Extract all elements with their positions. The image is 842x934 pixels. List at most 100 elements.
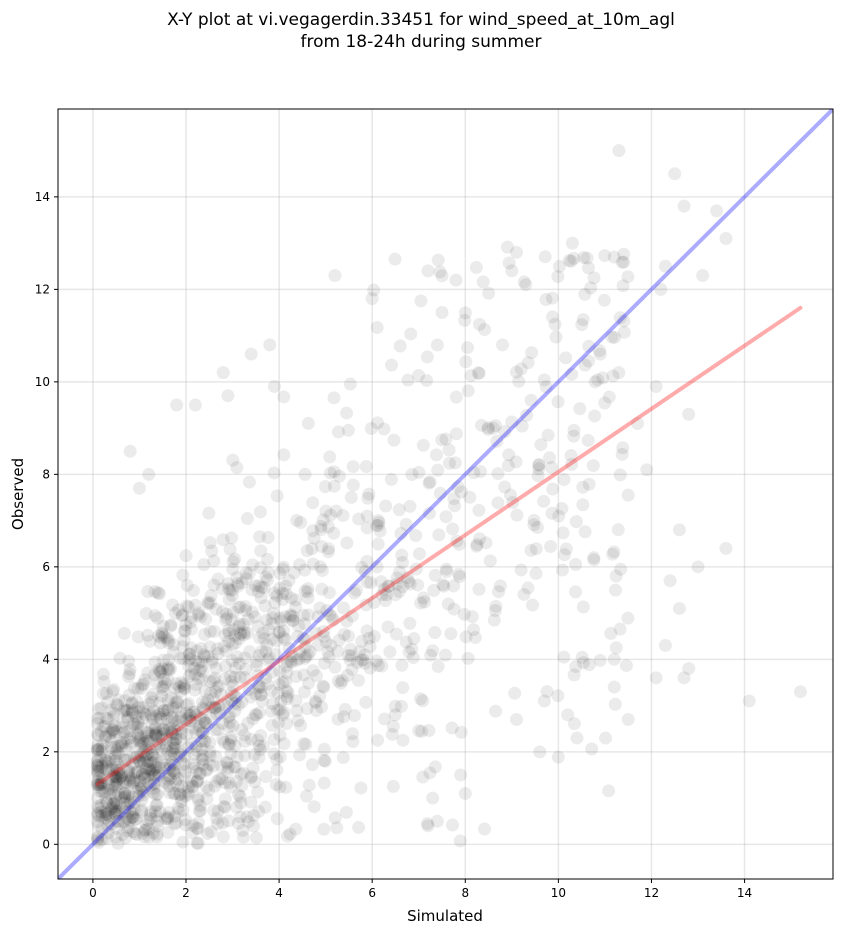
data-point bbox=[244, 771, 258, 785]
data-point bbox=[109, 794, 123, 808]
data-point bbox=[452, 570, 466, 584]
data-point bbox=[209, 749, 223, 763]
data-point bbox=[123, 667, 137, 681]
data-point bbox=[593, 344, 607, 358]
data-point bbox=[492, 585, 506, 599]
data-point bbox=[226, 555, 240, 569]
data-point bbox=[114, 770, 128, 784]
data-point bbox=[167, 741, 181, 755]
data-point bbox=[371, 518, 385, 532]
data-point bbox=[298, 617, 312, 631]
data-point bbox=[373, 524, 387, 538]
data-point bbox=[177, 769, 191, 783]
data-point bbox=[221, 623, 235, 637]
data-point bbox=[178, 624, 192, 638]
data-point bbox=[142, 467, 156, 481]
data-point bbox=[309, 626, 323, 640]
data-point bbox=[467, 623, 481, 637]
data-point bbox=[567, 668, 581, 682]
data-point bbox=[317, 822, 331, 836]
data-point bbox=[185, 779, 199, 793]
data-point bbox=[93, 770, 107, 784]
data-point bbox=[94, 805, 108, 819]
data-point bbox=[245, 583, 259, 597]
data-point bbox=[272, 625, 286, 639]
data-point bbox=[309, 696, 323, 710]
data-point bbox=[157, 672, 171, 686]
data-point bbox=[400, 570, 414, 584]
data-point bbox=[224, 613, 238, 627]
data-point bbox=[442, 443, 456, 457]
data-point bbox=[327, 465, 341, 479]
data-point bbox=[472, 582, 486, 596]
data-point bbox=[112, 815, 126, 829]
data-point bbox=[577, 251, 591, 265]
data-point bbox=[172, 750, 186, 764]
data-point bbox=[420, 350, 434, 364]
data-point bbox=[412, 547, 426, 561]
data-point bbox=[253, 561, 267, 575]
data-point bbox=[379, 499, 393, 513]
data-point bbox=[543, 451, 557, 465]
data-point bbox=[207, 804, 221, 818]
data-point bbox=[110, 766, 124, 780]
data-point bbox=[402, 575, 416, 589]
data-point bbox=[195, 726, 209, 740]
data-point bbox=[230, 577, 244, 591]
data-point bbox=[194, 804, 208, 818]
data-point bbox=[238, 749, 252, 763]
data-point bbox=[306, 664, 320, 678]
data-point bbox=[152, 629, 166, 643]
data-point bbox=[415, 724, 429, 738]
data-point bbox=[246, 558, 260, 572]
data-point bbox=[259, 645, 273, 659]
data-point bbox=[221, 765, 235, 779]
data-point bbox=[615, 447, 629, 461]
data-point bbox=[260, 677, 274, 691]
data-point bbox=[177, 652, 191, 666]
data-point bbox=[270, 763, 284, 777]
data-point bbox=[168, 723, 182, 737]
data-point bbox=[297, 737, 311, 751]
data-point bbox=[265, 617, 279, 631]
data-point bbox=[440, 565, 454, 579]
data-point bbox=[162, 633, 176, 647]
data-point bbox=[252, 751, 266, 765]
data-point bbox=[200, 762, 214, 776]
data-point bbox=[197, 558, 211, 572]
data-point bbox=[117, 704, 131, 718]
data-point bbox=[96, 742, 110, 756]
data-point bbox=[155, 722, 169, 736]
data-point bbox=[617, 255, 631, 269]
data-point bbox=[105, 741, 119, 755]
data-point bbox=[131, 765, 145, 779]
data-point bbox=[258, 599, 272, 613]
data-point bbox=[118, 694, 132, 708]
data-point bbox=[345, 609, 359, 623]
data-point bbox=[118, 787, 132, 801]
data-point bbox=[131, 789, 145, 803]
data-point bbox=[144, 691, 158, 705]
data-point bbox=[266, 697, 280, 711]
data-point bbox=[98, 731, 112, 745]
data-point bbox=[94, 777, 108, 791]
data-point bbox=[270, 812, 284, 826]
data-point bbox=[269, 778, 283, 792]
data-point bbox=[149, 788, 163, 802]
data-point bbox=[385, 358, 399, 372]
data-point bbox=[218, 659, 232, 673]
data-point bbox=[250, 831, 264, 845]
data-point bbox=[149, 760, 163, 774]
data-point bbox=[362, 487, 376, 501]
data-point bbox=[405, 468, 419, 482]
data-point bbox=[286, 609, 300, 623]
data-point bbox=[126, 809, 140, 823]
data-point bbox=[403, 577, 417, 591]
data-point bbox=[189, 678, 203, 692]
data-point bbox=[317, 656, 331, 670]
data-point bbox=[508, 686, 522, 700]
data-point bbox=[121, 794, 135, 808]
x-tick-label: 6 bbox=[368, 886, 376, 900]
data-point bbox=[175, 726, 189, 740]
data-point bbox=[433, 486, 447, 500]
